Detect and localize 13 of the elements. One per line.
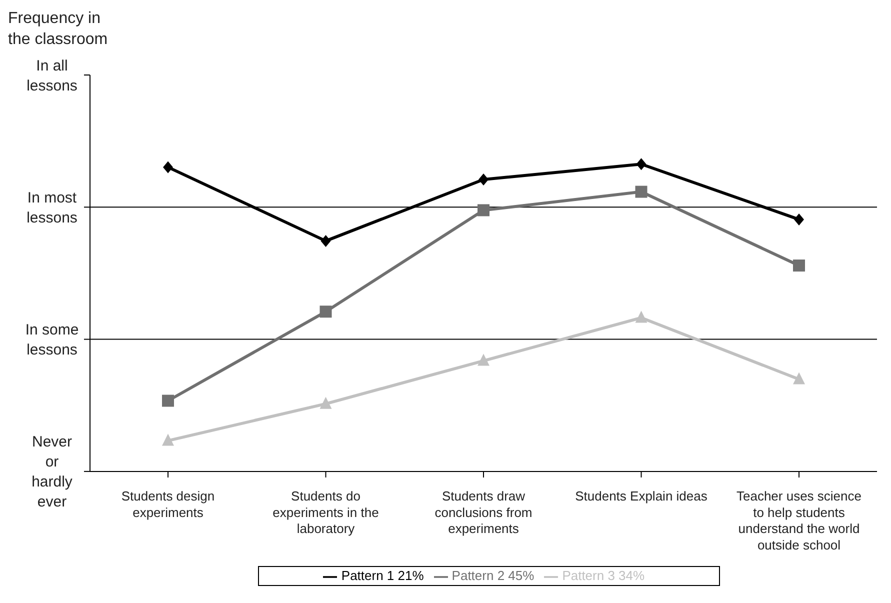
x-tick-label: Students Explain ideas xyxy=(575,488,708,504)
text: In most lessons xyxy=(26,189,78,226)
text: Frequency in the classroom xyxy=(8,9,109,50)
x-tick-label: Students design experiments xyxy=(121,488,215,520)
legend-label: Pattern 3 34% xyxy=(562,568,645,584)
x-tick-label: Teacher uses science to help students understand the world outside school xyxy=(736,488,862,552)
text: In some lessons xyxy=(25,322,79,359)
text: In all lessons xyxy=(26,57,78,94)
text: Never or hardly ever xyxy=(32,434,73,511)
legend-label: Pattern 1 21% xyxy=(341,568,424,584)
x-tick-label: Students draw conclusions from experiments xyxy=(434,488,532,536)
x-tick-label: Students do experiments in the laboratory xyxy=(272,488,379,536)
legend-label: Pattern 2 45% xyxy=(452,568,534,584)
